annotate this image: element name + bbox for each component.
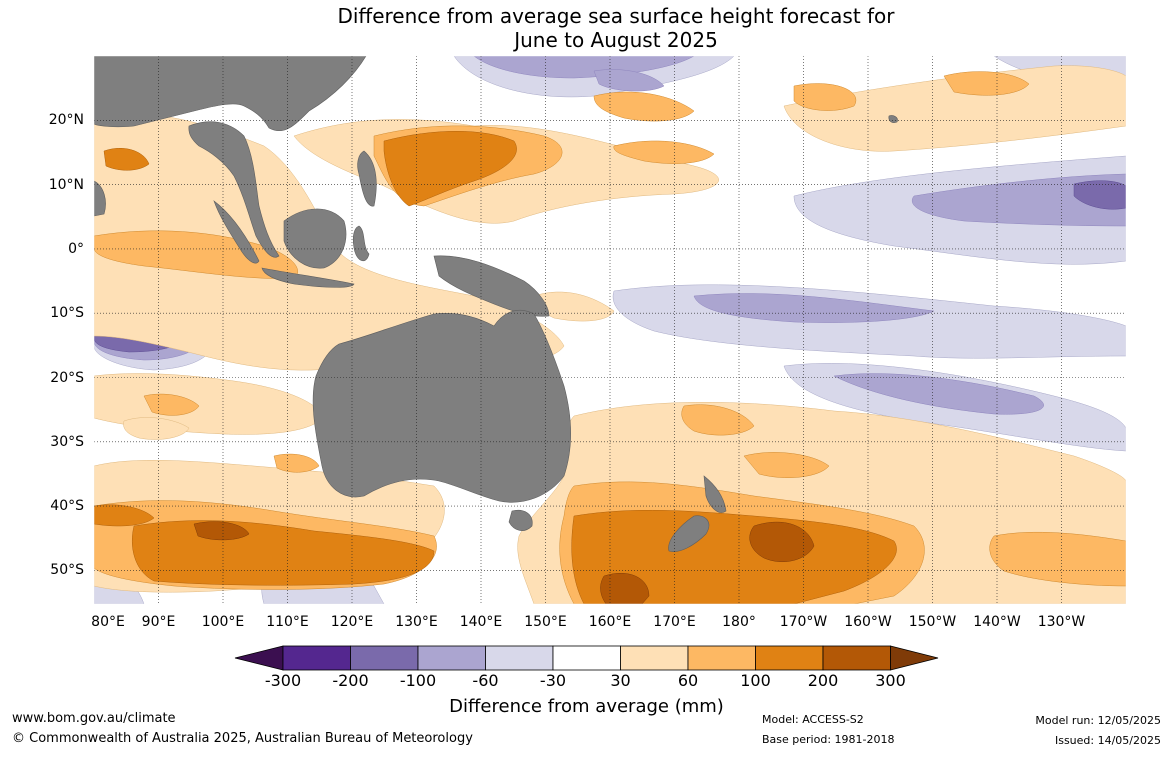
colorbar-extend-low (234, 645, 284, 671)
colorbar-bin (755, 645, 824, 671)
new-zealand-north (703, 475, 727, 513)
hawaii (888, 115, 898, 123)
longitude-label: 150°W (908, 614, 957, 630)
java-chain (261, 267, 355, 288)
asia-mainland (94, 56, 367, 132)
colorbar-bin (822, 645, 891, 671)
colorbar-tick-label: -60 (472, 671, 499, 690)
philippines (357, 150, 377, 207)
indochina-malay (188, 121, 280, 258)
longitude-label: 170°E (653, 614, 696, 630)
sumatra (213, 200, 260, 264)
latitude-label: 0° (68, 240, 84, 257)
longitude-label: 90°E (141, 614, 176, 630)
longitude-label: 140°E (459, 614, 503, 630)
colorbar-bin (485, 645, 554, 671)
colorbar-bin (687, 645, 756, 671)
tasmania (508, 509, 533, 531)
longitude-label: 130°E (395, 614, 438, 630)
borneo (283, 208, 347, 269)
base-period: Base period: 1981-2018 (762, 733, 895, 746)
latitude-label: 20°S (50, 369, 84, 386)
longitude-label: 120°E (330, 614, 374, 630)
sulawesi (352, 225, 370, 262)
longitude-label: 140°W (973, 614, 1021, 630)
longitude-label: 170°W (779, 614, 828, 630)
india-tip (94, 180, 106, 217)
new-guinea (433, 255, 550, 317)
longitude-label: 110°E (266, 614, 309, 630)
model-info: Model: ACCESS-S2 (762, 713, 864, 726)
latitude-label: 30°S (50, 433, 84, 450)
longitude-label: 160°W (844, 614, 892, 630)
colorbar-extend-high (890, 645, 939, 671)
anomaly-layer-c8 (94, 131, 897, 604)
colorbar-title: Difference from average (mm) (449, 696, 724, 717)
colorbar-bin (282, 645, 351, 671)
colorbar-tick-label: 300 (875, 671, 906, 690)
forecast-map (94, 56, 1126, 604)
colorbar-tick-label: 60 (677, 671, 699, 690)
map-title: Difference from average sea surface heig… (0, 4, 1173, 52)
issued-date: Issued: 14/05/2025 (1054, 734, 1161, 747)
anomaly-layer-c9 (193, 521, 815, 604)
longitude-label: 180° (722, 614, 756, 630)
latitude-label: 10°N (48, 176, 84, 193)
colorbar-tick-label: -30 (539, 671, 567, 690)
latitude-label: 10°S (50, 305, 84, 322)
colorbar-bin (620, 645, 689, 671)
colorbar-tick-label: -200 (332, 671, 369, 690)
land-masses (94, 56, 898, 552)
australia (312, 310, 572, 503)
longitude-label: 160°E (588, 614, 632, 630)
colorbar-tick-label: 200 (807, 671, 839, 690)
map-canvas (94, 56, 1126, 604)
colorbar-bin (417, 645, 486, 671)
graticule (94, 56, 1126, 604)
copyright-text: © Commonwealth of Australia 2025, Austra… (12, 731, 473, 746)
title-line-2: June to August 2025 (514, 28, 718, 52)
colorbar-tick-label: -100 (399, 671, 437, 690)
model-run-date: Model run: 12/05/2025 (1035, 714, 1161, 727)
longitude-label: 100°E (201, 614, 245, 630)
colorbar-bin (350, 645, 419, 671)
colorbar-tick-label: -300 (264, 671, 302, 690)
latitude-label: 50°S (50, 562, 84, 579)
title-line-1: Difference from average sea surface heig… (337, 4, 895, 28)
website-link[interactable]: www.bom.gov.au/climate (12, 711, 176, 726)
colorbar-tick-label: 100 (740, 671, 771, 690)
colorbar-tick-label: 30 (610, 671, 631, 690)
longitude-label: 150°E (524, 614, 567, 630)
longitude-label: 80°E (91, 614, 125, 630)
latitude-label: 40°S (50, 498, 84, 515)
colorbar-bin (552, 645, 621, 671)
latitude-label: 20°N (48, 112, 84, 129)
longitude-label: 130°W (1037, 614, 1086, 630)
